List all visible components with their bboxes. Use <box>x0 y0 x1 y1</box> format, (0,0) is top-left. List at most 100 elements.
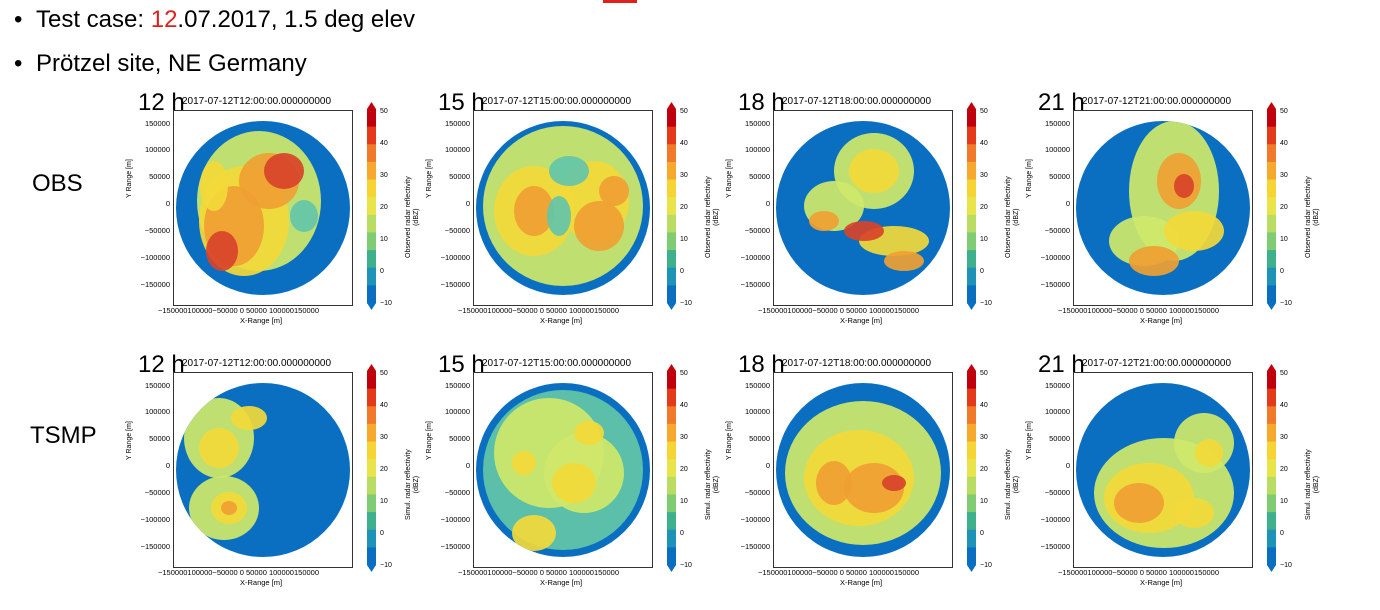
reflectivity-patch <box>221 501 237 515</box>
colorbar-segment <box>967 476 976 495</box>
y-tick-label: 0 <box>1065 461 1070 470</box>
colorbar-extend-top <box>367 102 376 109</box>
colorbar-segment <box>367 441 376 460</box>
colorbar-tick-label: 20 <box>980 204 988 211</box>
colorbar-segment <box>367 126 376 145</box>
colorbar-tick-label: 40 <box>680 402 688 409</box>
colorbar-segment <box>967 179 976 198</box>
colorbar-segment <box>1267 197 1276 216</box>
colorbar-tick-label: 20 <box>980 466 988 473</box>
colorbar-extend-top <box>967 364 976 371</box>
bullet-site: • Prötzel site, NE Germany <box>14 50 307 78</box>
colorbar-extend-bottom <box>1267 303 1276 310</box>
colorbar-segment <box>967 371 976 390</box>
colorbar <box>367 102 376 310</box>
colorbar-label: Observed radar reflectivity (dBZ) <box>405 176 420 258</box>
y-tick-label: 0 <box>765 461 770 470</box>
x-tick-labels: −150000100000−50000 0 50000 100000150000 <box>458 568 620 577</box>
colorbar-segment <box>367 406 376 425</box>
y-tick-label: −100000 <box>140 253 170 262</box>
y-tick-label: −100000 <box>140 515 170 524</box>
reflectivity-patch <box>264 153 304 189</box>
reflectivity-patch <box>1114 483 1164 523</box>
colorbar-segment <box>367 459 376 478</box>
colorbar-segment <box>1267 214 1276 233</box>
colorbar-tick-label: 40 <box>1280 402 1288 409</box>
colorbar-tick-label: 0 <box>380 530 384 537</box>
colorbar-tick-label: 0 <box>1280 268 1284 275</box>
y-tick-label: 150000 <box>444 381 470 390</box>
colorbar-segment <box>667 126 676 145</box>
x-tick-labels: −150000100000−50000 0 50000 100000150000 <box>758 306 920 315</box>
colorbar-segment <box>1267 512 1276 531</box>
colorbar-extend-top <box>1267 364 1276 371</box>
colorbar-tick-label: 20 <box>380 204 388 211</box>
colorbar-segment <box>1267 126 1276 145</box>
colorbar-segment <box>967 459 976 478</box>
reflectivity-patch <box>1174 498 1214 528</box>
colorbar-segment <box>367 388 376 407</box>
y-axis-label: Y Range [m] <box>1026 421 1033 460</box>
colorbar-tick-label: 30 <box>680 434 688 441</box>
radar-plot-area <box>1073 110 1253 306</box>
reflectivity-patch <box>599 176 629 206</box>
radar-plot-area <box>173 110 353 306</box>
bullet-test-case: • Test case: 12.07.2017, 1.5 deg elev <box>14 6 415 34</box>
reflectivity-patch <box>512 515 556 551</box>
colorbar-segment <box>667 529 676 548</box>
radar-map <box>476 383 650 557</box>
colorbar-label: Simul. radar reflectivity (dBZ) <box>405 449 420 520</box>
y-tick-label: −150000 <box>1040 542 1070 551</box>
y-tick-label: 150000 <box>744 119 770 128</box>
colorbar-segment <box>367 250 376 269</box>
colorbar-extend-bottom <box>367 565 376 572</box>
colorbar-segment <box>367 494 376 513</box>
colorbar-segment <box>667 197 676 216</box>
radar-map <box>776 383 950 557</box>
colorbar-segment <box>1267 285 1276 304</box>
colorbar-segment <box>367 161 376 181</box>
colorbar-tick-label: 0 <box>680 268 684 275</box>
colorbar-segment <box>1267 388 1276 407</box>
reflectivity-patch <box>200 161 228 211</box>
y-tick-label: 150000 <box>1044 381 1070 390</box>
y-axis-label: Y Range [m] <box>1026 159 1033 198</box>
colorbar-segment <box>367 512 376 531</box>
colorbar-tick-label: 0 <box>380 268 384 275</box>
y-tick-label: 100000 <box>1044 407 1070 416</box>
radar-map <box>776 121 950 295</box>
radar-plot-area <box>1073 372 1253 568</box>
radar-plot-area <box>473 372 653 568</box>
reflectivity-field <box>483 390 643 551</box>
test-case-day: 12 <box>150 6 178 33</box>
colorbar-segment <box>1267 529 1276 548</box>
colorbar-segment <box>967 214 976 233</box>
colorbar-tick-label: −10 <box>380 300 392 307</box>
reflectivity-patch <box>1129 246 1179 276</box>
colorbar-tick-label: 50 <box>1280 370 1288 377</box>
colorbar-segment <box>1267 161 1276 181</box>
colorbar-segment <box>967 529 976 548</box>
colorbar-segment <box>367 109 376 128</box>
colorbar-label: Simul. radar reflectivity (dBZ) <box>705 449 720 520</box>
y-tick-label: −50000 <box>744 226 770 235</box>
row-label-obs: OBS <box>32 170 83 197</box>
reflectivity-field <box>197 131 321 276</box>
colorbar-extend-top <box>1267 102 1276 109</box>
y-tick-label: −150000 <box>740 280 770 289</box>
colorbar-tick-label: 50 <box>980 370 988 377</box>
reflectivity-patch <box>882 475 906 491</box>
colorbar-segment <box>1267 494 1276 513</box>
colorbar-segment <box>667 161 676 181</box>
y-tick-label: −100000 <box>440 515 470 524</box>
colorbar-label: Observed radar reflectivity (dBZ) <box>1005 176 1020 258</box>
y-axis-label: Y Range [m] <box>426 421 433 460</box>
colorbar-segment <box>667 371 676 390</box>
panel-timestamp: 2017-07-12T15:00:00.000000000 <box>482 358 632 369</box>
colorbar-tick-label: 0 <box>980 530 984 537</box>
colorbar-tick-label: 30 <box>380 172 388 179</box>
colorbar-segment <box>967 285 976 304</box>
x-tick-labels: −150000100000−50000 0 50000 100000150000 <box>158 568 320 577</box>
colorbar-segment <box>667 109 676 128</box>
x-axis-label: X-Range [m] <box>1140 316 1183 325</box>
